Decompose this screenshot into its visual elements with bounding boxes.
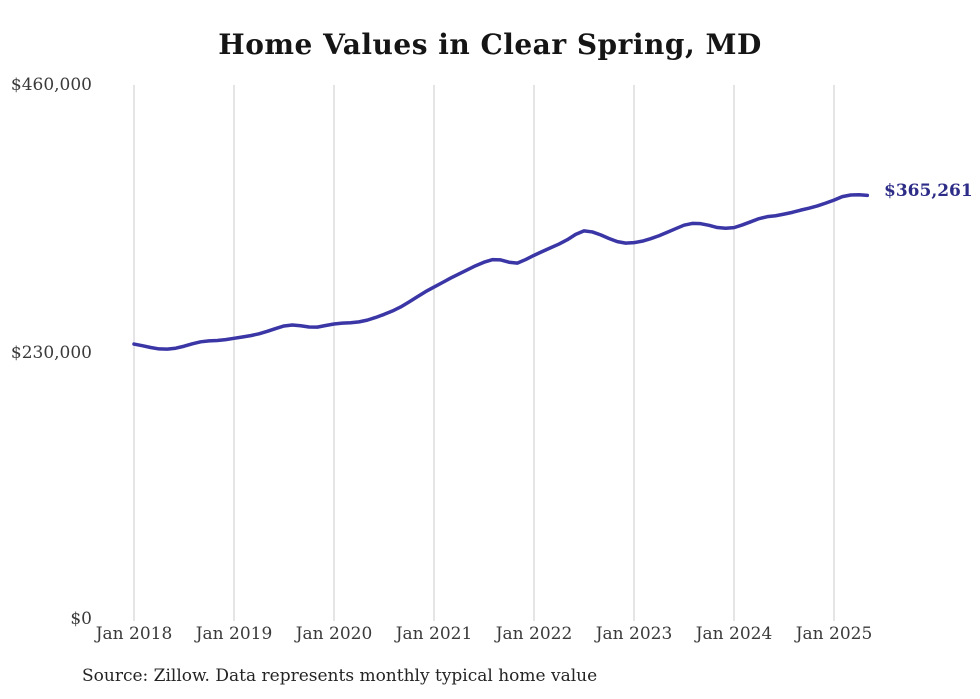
home-value-line	[132, 193, 870, 351]
x-axis-tick-label: Jan 2018	[95, 624, 173, 644]
x-axis-tick-label: Jan 2020	[295, 624, 373, 644]
y-axis-tick-label: $460,000	[10, 75, 92, 95]
x-axis-tick-label: Jan 2025	[795, 624, 873, 644]
x-axis-tick-label: Jan 2019	[195, 624, 273, 644]
latest-value-label: $365,261	[884, 181, 973, 201]
source-note: Source: Zillow. Data represents monthly …	[82, 666, 598, 686]
x-axis-tick-label: Jan 2024	[695, 624, 773, 644]
x-axis-tick-label: Jan 2022	[495, 624, 573, 644]
x-axis-tick-label: Jan 2023	[595, 624, 673, 644]
y-axis-tick-label: $230,000	[10, 343, 92, 363]
chart-title: Home Values in Clear Spring, MD	[218, 28, 762, 61]
vertical-gridlines	[133, 85, 835, 621]
x-axis-tick-label: Jan 2021	[395, 624, 473, 644]
y-axis-tick-label: $0	[70, 609, 92, 629]
